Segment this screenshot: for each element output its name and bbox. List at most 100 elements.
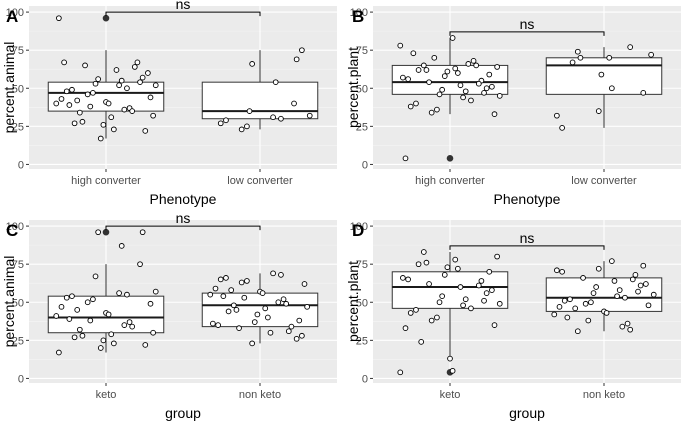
data-point [434,314,440,321]
data-point [278,115,284,122]
data-point [225,308,232,315]
data-point [105,100,112,107]
data-point [134,59,141,66]
data-point [63,294,70,301]
x-tick-label: low converter [227,175,293,187]
data-point [491,322,498,328]
data-point [246,108,253,114]
data-point [66,316,73,322]
data-point [645,302,652,309]
data-point [418,339,425,345]
data-point [447,355,453,362]
data-point [420,62,427,69]
data-point [74,97,81,104]
significance-bracket [449,245,605,250]
data-point [413,307,419,313]
data-point [496,93,503,99]
data-point [452,65,459,72]
data-point [460,94,466,101]
data-point [145,70,151,76]
x-tick-label: low converter [571,175,637,187]
box [201,81,319,120]
data-point [82,62,88,69]
data-point [423,67,430,73]
data-point [410,50,417,57]
data-point [441,73,448,79]
data-point [643,281,649,287]
data-point [71,334,78,341]
data-point [306,112,313,119]
data-point [457,284,464,290]
data-point [423,259,430,266]
data-point [301,281,308,287]
data-point [400,74,406,81]
data-point [465,61,472,67]
data-point [554,267,560,274]
y-axis-title: percent.plant [345,47,361,128]
data-point [249,61,255,67]
panel-tag: D [352,221,364,240]
data-point [577,54,584,61]
data-point [415,67,422,73]
data-point [262,305,269,312]
data-point [627,44,634,50]
data-point [61,59,67,66]
data-point [293,56,300,63]
data-point [455,70,461,76]
data-point [590,290,597,296]
data-point [244,123,250,130]
data-point [142,128,149,134]
y-tick-label: 50 [12,297,24,309]
data-point [223,275,229,281]
data-point [139,74,146,81]
data-point [475,282,482,289]
data-point [444,68,451,75]
x-tick-label: keto [440,389,461,401]
data-point [632,271,639,278]
data-point [283,300,290,307]
data-point [87,317,94,324]
data-point [462,296,469,303]
data-point [108,114,115,121]
data-point [650,291,657,298]
data-point [629,276,636,283]
data-point [635,288,641,295]
data-point [569,59,576,66]
data-point [486,268,493,275]
x-tick-label: high converter [415,175,485,187]
data-point [595,108,602,114]
data-point [97,135,104,142]
x-tick-label: non keto [239,389,281,401]
data-point [212,285,219,292]
data-point [220,293,227,300]
data-point [152,288,159,295]
y-axis-title: percent.animal [1,256,17,348]
data-point [118,77,125,84]
data-point [105,311,112,318]
data-point [559,268,565,275]
data-point [63,88,70,95]
data-point [462,88,469,95]
x-axis-title: Phenotype [494,191,561,207]
data-point [609,85,615,92]
data-point [291,100,297,107]
data-point [567,296,573,303]
y-tick-label: 100 [6,7,24,19]
data-point [280,296,287,303]
data-point [460,302,466,309]
y-tick-label: 50 [356,83,368,95]
data-point [496,300,503,307]
data-point [436,91,443,98]
data-point [270,114,276,121]
x-tick-label: keto [96,389,117,401]
data-point [254,311,261,318]
data-point [251,319,258,325]
data-point [470,57,477,64]
data-point [79,118,86,125]
data-point [402,325,409,332]
y-tick-label: 25 [356,335,368,347]
y-tick-label: 100 [350,221,368,233]
data-point [113,67,120,73]
data-point [405,76,411,82]
